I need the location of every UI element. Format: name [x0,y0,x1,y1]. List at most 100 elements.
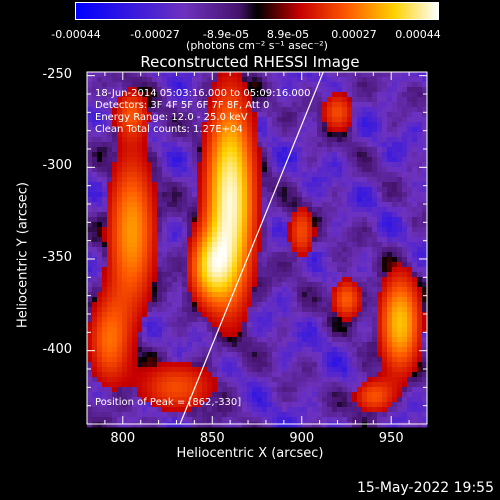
heatmap-cell [372,207,378,213]
heatmap-cell [182,337,188,343]
heatmap-cell [372,172,378,178]
heatmap-cell [362,167,368,173]
heatmap-cell [382,322,388,328]
heatmap-cell [322,347,328,353]
heatmap-cell [287,182,293,188]
heatmap-cell [402,112,408,118]
heatmap-cell [117,182,123,188]
heatmap-cell [172,262,178,268]
heatmap-cell [337,142,343,148]
heatmap-cell [372,177,378,183]
heatmap-cell [147,232,153,238]
heatmap-cell [367,217,373,223]
heatmap-cell [257,277,263,283]
heatmap-cell [287,82,293,88]
heatmap-cell [347,127,353,133]
heatmap-cell [342,417,348,423]
heatmap-cell [402,367,408,373]
heatmap-cell [347,392,353,398]
heatmap-cell [252,72,258,78]
heatmap-cell [162,227,168,233]
heatmap-cell [162,112,168,118]
heatmap-cell [377,332,383,338]
heatmap-cell [257,182,263,188]
heatmap-cell [217,302,223,308]
heatmap-cell [227,302,233,308]
heatmap-cell [332,352,338,358]
heatmap-cell [367,382,373,388]
heatmap-cell [157,377,163,383]
heatmap-cell [362,342,368,348]
heatmap-cell [172,397,178,403]
heatmap-cell [287,282,293,288]
heatmap-cell [262,402,268,408]
heatmap-cell [217,87,223,93]
heatmap-cell [337,372,343,378]
heatmap-cell [177,162,183,168]
heatmap-cell [147,162,153,168]
heatmap-cell [207,352,213,358]
heatmap-cell [397,112,403,118]
annotation-energy: Energy Range: 12.0 - 25.0 keV [95,112,248,123]
heatmap-cell [142,372,148,378]
heatmap-cell [97,297,103,303]
heatmap-cell [342,177,348,183]
heatmap-cell [232,102,238,108]
heatmap-cell [267,392,273,398]
heatmap-cell [97,147,103,153]
heatmap-cell [137,372,143,378]
heatmap-cell [227,147,233,153]
heatmap-cell [352,287,358,293]
heatmap-cell [347,237,353,243]
heatmap-cell [167,307,173,313]
heatmap-cell [122,162,128,168]
heatmap-cell [352,132,358,138]
heatmap-cell [117,407,123,413]
heatmap-cell [357,72,363,78]
heatmap-cell [167,417,173,423]
heatmap-cell [372,337,378,343]
heatmap-cell [327,242,333,248]
heatmap-cell [367,127,373,133]
heatmap-cell [422,397,428,403]
heatmap-cell [417,262,423,268]
heatmap-cell [307,272,313,278]
heatmap-cell [217,372,223,378]
heatmap-cell [282,137,288,143]
heatmap-cell [247,272,253,278]
heatmap-cell [342,257,348,263]
heatmap-cell [112,72,118,78]
heatmap-cell [277,272,283,278]
heatmap-cell [167,287,173,293]
heatmap-cell [412,77,418,83]
heatmap-cell [187,357,193,363]
heatmap-cell [372,157,378,163]
heatmap-cell [327,332,333,338]
heatmap-cell [152,302,158,308]
heatmap-cell [187,237,193,243]
heatmap-cell [392,162,398,168]
heatmap-cell [87,217,93,223]
heatmap-cell [237,302,243,308]
heatmap-cell [232,302,238,308]
heatmap-cell [202,417,208,423]
heatmap-cell [267,382,273,388]
heatmap-cell [407,327,413,333]
heatmap-cell [257,77,263,83]
heatmap-cell [347,92,353,98]
heatmap-cell [362,142,368,148]
heatmap-cell [142,82,148,88]
heatmap-cell [387,207,393,213]
heatmap-cell [157,77,163,83]
heatmap-cell [337,127,343,133]
heatmap-cell [242,422,248,428]
heatmap-cell [137,307,143,313]
heatmap-cell [417,167,423,173]
heatmap-cell [362,407,368,413]
heatmap-cell [392,277,398,283]
heatmap-cell [92,137,98,143]
heatmap-cell [202,132,208,138]
heatmap-cell [332,287,338,293]
heatmap-cell [112,207,118,213]
heatmap-cell [297,137,303,143]
